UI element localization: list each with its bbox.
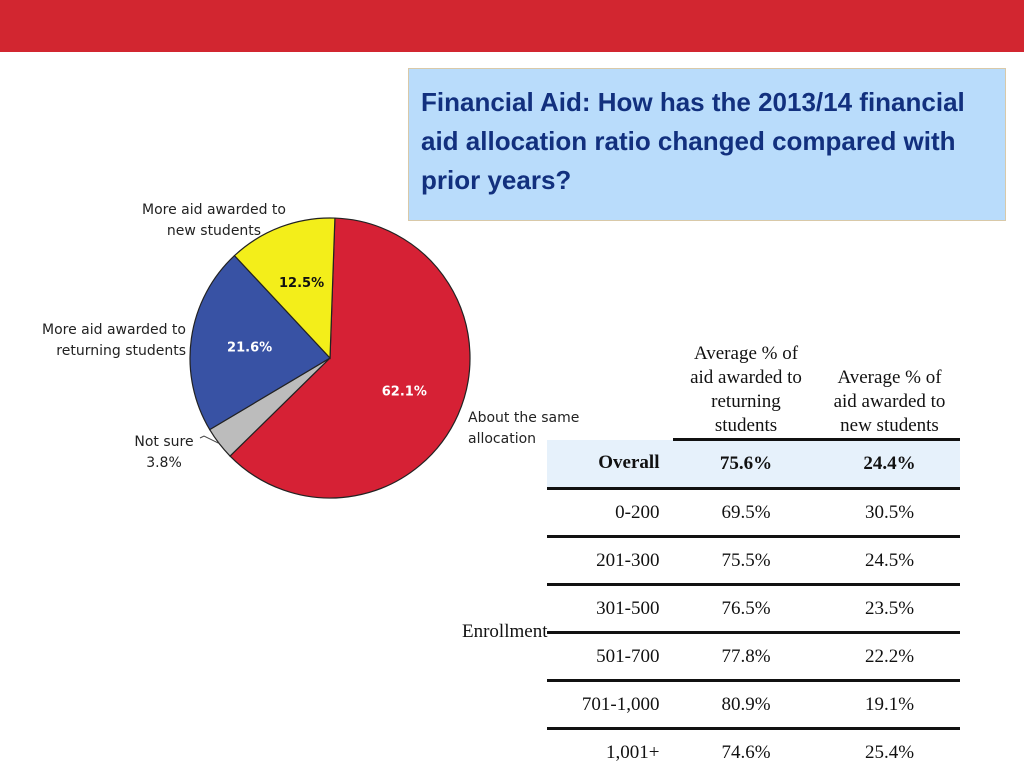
overall-new: 24.4% — [818, 440, 960, 489]
row-range: 0-200 — [547, 489, 673, 537]
row-range: 201-300 — [547, 537, 673, 585]
header-returning-line: returning — [673, 390, 818, 414]
top-color-band — [0, 0, 1024, 52]
slice-value-label: 62.1% — [382, 385, 427, 400]
row-range: 701-1,000 — [547, 681, 673, 729]
header-new-line: Average % of — [818, 366, 960, 390]
row-returning: 74.6% — [673, 729, 818, 775]
row-new: 19.1% — [818, 681, 960, 729]
row-range: 1,001+ — [547, 729, 673, 775]
row-returning: 80.9% — [673, 681, 818, 729]
header-returning-line: students — [673, 414, 818, 438]
row-range: 301-500 — [547, 585, 673, 633]
row-new: 24.5% — [818, 537, 960, 585]
header-new-line: aid awarded to — [818, 390, 960, 414]
row-returning: 75.5% — [673, 537, 818, 585]
row-range: 501-700 — [547, 633, 673, 681]
header-returning-line: aid awarded to — [673, 366, 818, 390]
row-returning: 69.5% — [673, 489, 818, 537]
slice-value-label: 12.5% — [279, 276, 324, 291]
row-returning: 77.8% — [673, 633, 818, 681]
slide-title: Financial Aid: How has the 2013/14 finan… — [421, 83, 993, 200]
row-new: 30.5% — [818, 489, 960, 537]
row-new: 22.2% — [818, 633, 960, 681]
pie-slices — [190, 218, 470, 498]
table-row: Enrollment 0-200 69.5% 30.5% — [462, 489, 960, 537]
row-new: 25.4% — [818, 729, 960, 775]
row-returning: 76.5% — [673, 585, 818, 633]
overall-returning: 75.6% — [673, 440, 818, 489]
row-new: 23.5% — [818, 585, 960, 633]
overall-label: Overall — [547, 440, 673, 489]
overall-row: Overall 75.6% 24.4% — [462, 440, 960, 489]
group-label: Enrollment — [462, 489, 547, 775]
header-returning-line: Average % of — [673, 342, 818, 366]
header-new-line: new students — [818, 414, 960, 438]
slice-value-label: 21.6% — [227, 341, 272, 356]
